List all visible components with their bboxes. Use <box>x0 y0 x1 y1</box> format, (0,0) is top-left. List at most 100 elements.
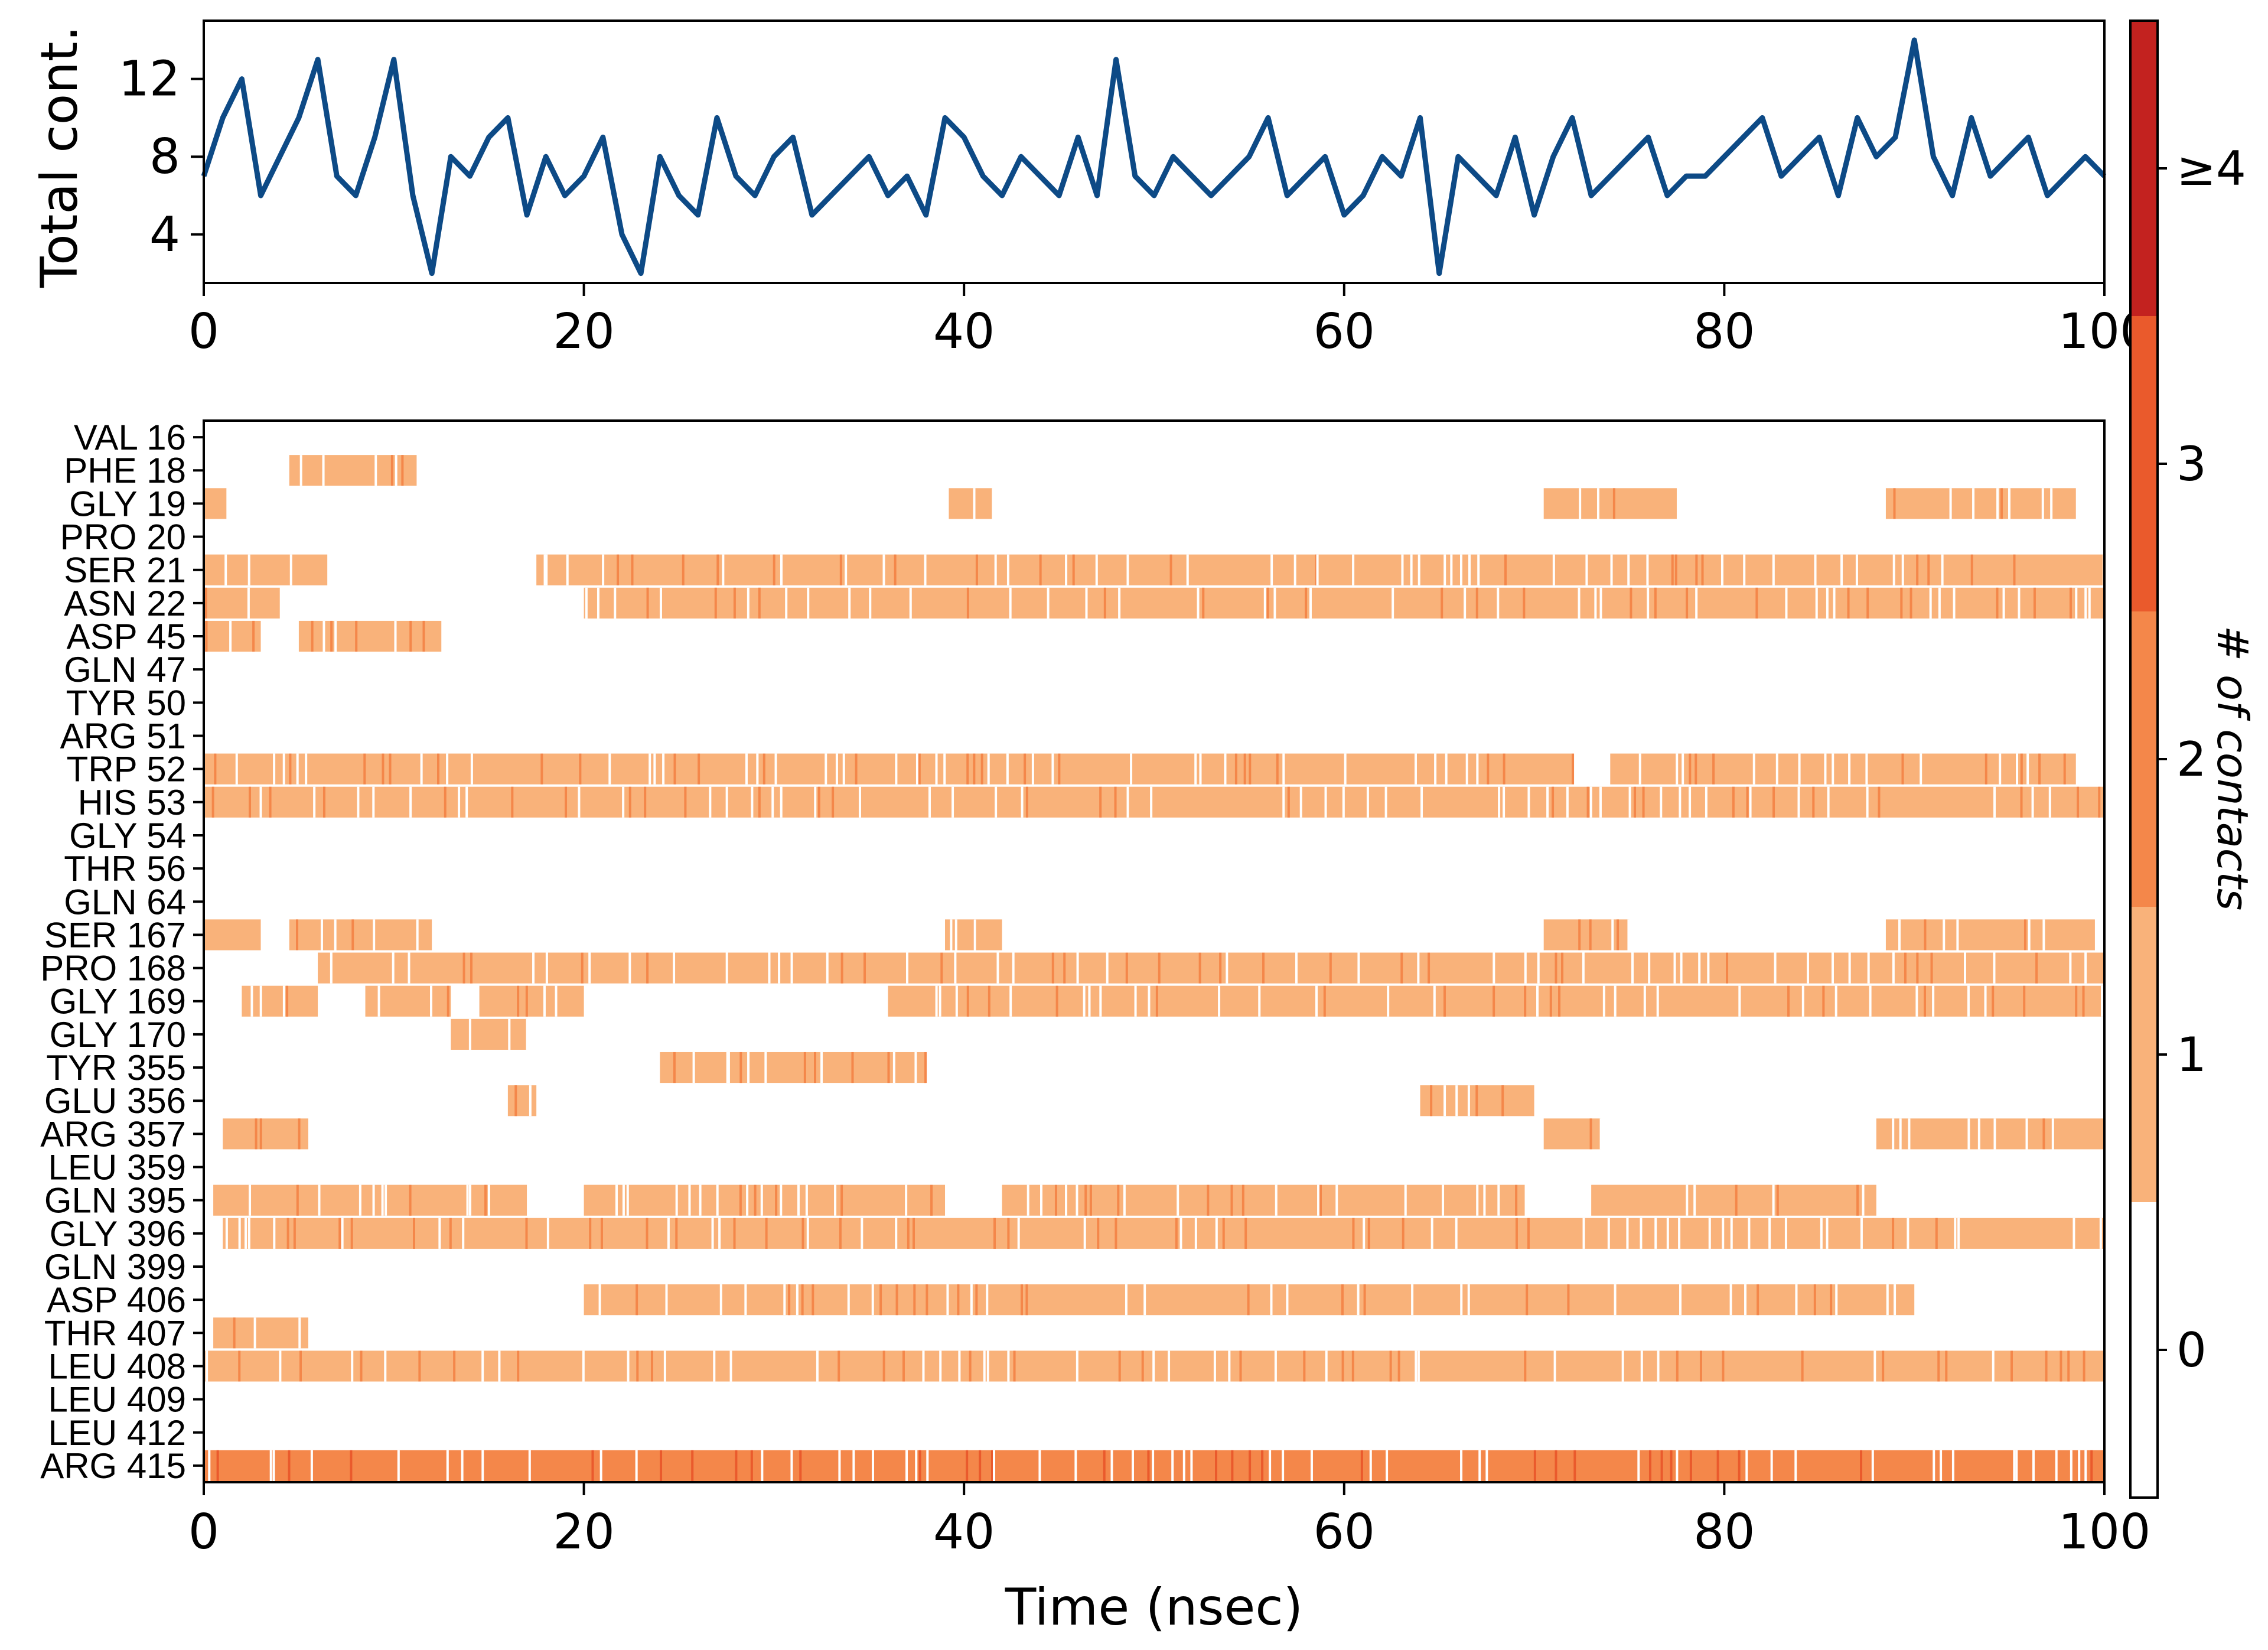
contact-stripe <box>1084 1184 1087 1216</box>
residue-label: ARG 357 <box>40 1114 186 1154</box>
contact-gap <box>2084 587 2087 619</box>
contact-stripe <box>812 1284 814 1316</box>
contact-gap <box>1833 587 1836 619</box>
contact-gap <box>1282 786 1285 818</box>
contact-gap <box>1130 753 1133 785</box>
contact-gap <box>848 587 851 619</box>
contact-stripe <box>1755 587 1758 619</box>
contact-gap <box>1401 554 1404 585</box>
contact-gap <box>653 753 656 785</box>
contact-gap <box>764 1052 767 1083</box>
contact-gap <box>1384 786 1387 818</box>
contact-stripe <box>2033 587 2036 619</box>
contact-gap <box>1815 587 1818 619</box>
time-axis-title: Time (nsec) <box>1005 1578 1303 1637</box>
contact-stripe <box>296 1184 299 1216</box>
contact-gap <box>373 919 376 951</box>
contact-stripe <box>589 1218 592 1249</box>
contact-gap <box>1275 1184 1278 1216</box>
contact-gap <box>1182 1450 1185 1481</box>
contact-gap <box>1785 587 1788 619</box>
colorbar: 0 1 2 3 ≥4 # of contacts <box>2129 19 2257 1499</box>
contact-stripe <box>1930 952 1933 984</box>
contact-gap <box>1369 1450 1372 1481</box>
contact-gap <box>992 488 995 519</box>
contact-gap <box>986 1284 989 1316</box>
contact-gap <box>1929 587 1932 619</box>
contact-gap <box>622 786 625 818</box>
contact-gap <box>993 1450 996 1481</box>
contact-gap <box>1418 554 1420 585</box>
contact-stripe <box>758 786 761 818</box>
contact-gap <box>1865 753 1868 785</box>
contact-stripe <box>2098 786 2101 818</box>
contact-stripe <box>913 1284 916 1316</box>
contact-stripe <box>839 554 842 585</box>
contact-gap <box>2028 919 2031 951</box>
contact-stripe <box>1572 753 1575 785</box>
contact-stripe <box>775 1184 778 1216</box>
contact-band <box>1543 1118 1601 1150</box>
top-y-axis-title: Total cont. <box>30 25 89 288</box>
contact-stripe <box>1389 1350 1392 1382</box>
contact-gap <box>322 455 325 486</box>
contact-gap <box>466 1184 469 1216</box>
contact-stripe <box>269 786 272 818</box>
contact-stripe <box>838 1350 840 1382</box>
contact-gap <box>659 587 662 619</box>
contact-stripe <box>2020 753 2023 785</box>
contact-gap <box>526 1018 529 1050</box>
contact-gap <box>1855 554 1858 585</box>
contact-stripe <box>355 620 358 652</box>
contact-gap <box>1228 1350 1231 1382</box>
contact-gap <box>761 1450 764 1481</box>
contact-stripe <box>311 620 314 652</box>
contact-stripe <box>1812 786 1815 818</box>
contact-gap <box>1477 554 1480 585</box>
colorbar-tick-label: 2 <box>2176 732 2207 787</box>
contact-gap <box>699 1184 702 1216</box>
contact-band <box>204 753 1572 785</box>
contact-gap <box>1047 587 1050 619</box>
contact-stripe <box>1924 919 1927 951</box>
contact-gap <box>663 1350 666 1382</box>
contact-stripe <box>1239 1350 1242 1382</box>
contact-gap <box>1611 919 1614 951</box>
contact-stripe <box>1822 985 1825 1017</box>
residue-label: PHE 18 <box>64 451 186 490</box>
residue-label: LEU 408 <box>48 1346 187 1386</box>
contact-gap <box>588 952 591 984</box>
contact-band <box>289 919 432 951</box>
contact-stripe <box>1927 554 1930 585</box>
contact-stripe <box>298 1118 301 1150</box>
contact-stripe <box>817 786 820 818</box>
contact-stripe <box>1561 952 1564 984</box>
contact-stripe <box>1992 985 1995 1017</box>
contact-gap <box>1171 1450 1174 1481</box>
contact-stripe <box>1970 554 1973 585</box>
contact-gap <box>768 952 771 984</box>
contact-band <box>584 1184 946 1216</box>
contact-stripe <box>739 1052 742 1083</box>
contact-gap <box>1992 1350 1995 1382</box>
top-plot-frame <box>203 19 2106 284</box>
contact-stripe <box>882 1350 885 1382</box>
contact-stripe <box>205 620 208 652</box>
contact-band <box>213 1184 527 1216</box>
contact-gap <box>546 1218 549 1249</box>
contact-stripe <box>801 1284 804 1316</box>
contact-gap <box>1654 1218 1657 1249</box>
contact-gap <box>438 1218 441 1249</box>
contact-gap <box>816 1350 819 1382</box>
contact-band <box>204 587 280 619</box>
contact-gap <box>820 1052 823 1083</box>
contact-stripe <box>214 753 217 785</box>
contact-stripe <box>2023 919 2026 951</box>
contact-stripe <box>293 1218 296 1249</box>
residue-label: TYR 355 <box>46 1048 186 1088</box>
contact-gap <box>1848 753 1851 785</box>
contact-gap <box>1940 1450 1943 1481</box>
contact-gap <box>1932 985 1935 1017</box>
contact-band <box>1885 488 2076 519</box>
